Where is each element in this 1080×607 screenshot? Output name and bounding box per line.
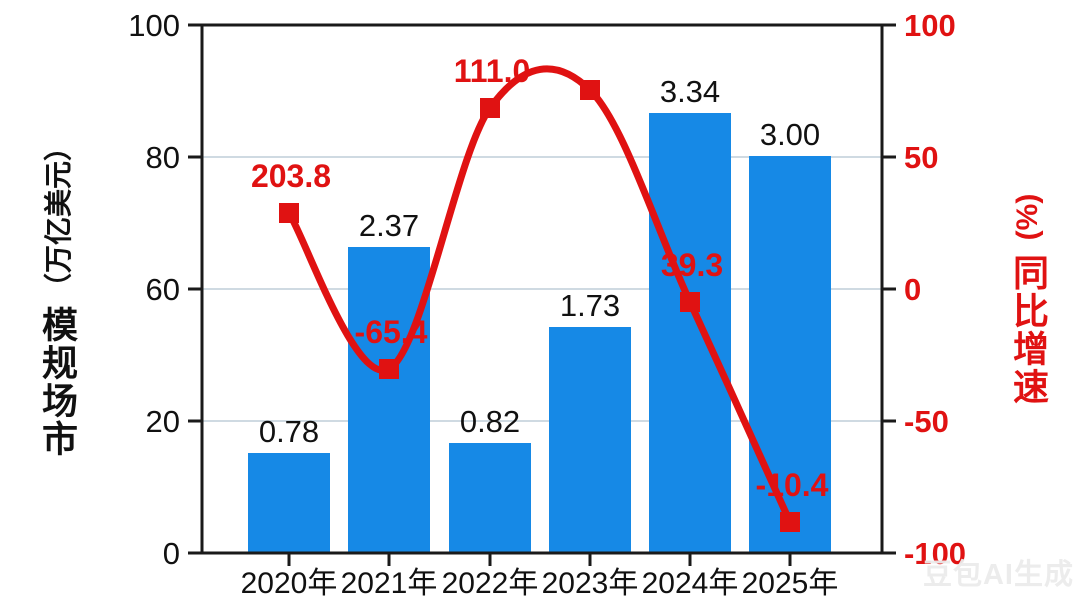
line-value-label: 39.3 — [661, 247, 723, 283]
growth-line — [285, 65, 794, 526]
left-tick-label: 100 — [128, 8, 180, 43]
line-marker-2020年 — [279, 203, 299, 223]
left-axis-title: 模规场市 — [37, 306, 78, 458]
bar-2022年 — [449, 443, 531, 553]
left-tick-label: 80 — [146, 140, 180, 175]
right-axis-title: 同比增速 — [1008, 254, 1049, 406]
bar-value-label: 0.82 — [460, 404, 520, 439]
x-tick-label: 2023年 — [542, 567, 639, 600]
x-tick-label: 2022年 — [442, 567, 539, 600]
line-value-label: 203.8 — [251, 158, 331, 194]
left-axis-unit-label: （万亿美元） — [43, 132, 74, 302]
bar-2021年 — [348, 247, 430, 553]
line-marker-2024年 — [680, 292, 700, 312]
x-tick-label: 2024年 — [642, 567, 739, 600]
right-axis-unit-label: (%) — [1011, 193, 1044, 241]
bar-2024年 — [649, 113, 731, 553]
bar-2025年 — [749, 156, 831, 553]
bar-value-label: 2.37 — [359, 208, 419, 243]
ai-watermark: 豆包AI生成 — [922, 559, 1074, 591]
line-value-label: 111.0 — [454, 53, 531, 89]
x-tick-label: 2020年 — [241, 567, 338, 600]
bar-value-label: 3.34 — [660, 74, 720, 109]
bar-value-label: 1.73 — [560, 288, 620, 323]
right-tick-label: 50 — [904, 140, 938, 175]
right-tick-label: 100 — [904, 8, 956, 43]
bar-value-label: 0.78 — [259, 414, 319, 449]
left-tick-label: 20 — [146, 404, 180, 439]
line-value-label: -65.4 — [355, 314, 428, 350]
right-tick-label: 0 — [904, 272, 921, 307]
right-tick-label: -100 — [904, 536, 966, 571]
line-value-label: -10.4 — [756, 467, 829, 503]
line-marker-2023年 — [580, 80, 600, 100]
line-marker-2022年 — [480, 98, 500, 118]
bar-2020年 — [248, 453, 330, 553]
x-tick-label: 2025年 — [742, 567, 839, 600]
line-marker-2021年 — [379, 359, 399, 379]
bar-value-label: 3.00 — [760, 117, 820, 152]
left-tick-label: 60 — [146, 272, 180, 307]
right-tick-label: -50 — [904, 404, 949, 439]
bar-2023年 — [549, 327, 631, 553]
left-tick-label: 0 — [163, 536, 180, 571]
line-marker-2025年 — [780, 512, 800, 532]
x-tick-label: 2021年 — [341, 567, 438, 600]
